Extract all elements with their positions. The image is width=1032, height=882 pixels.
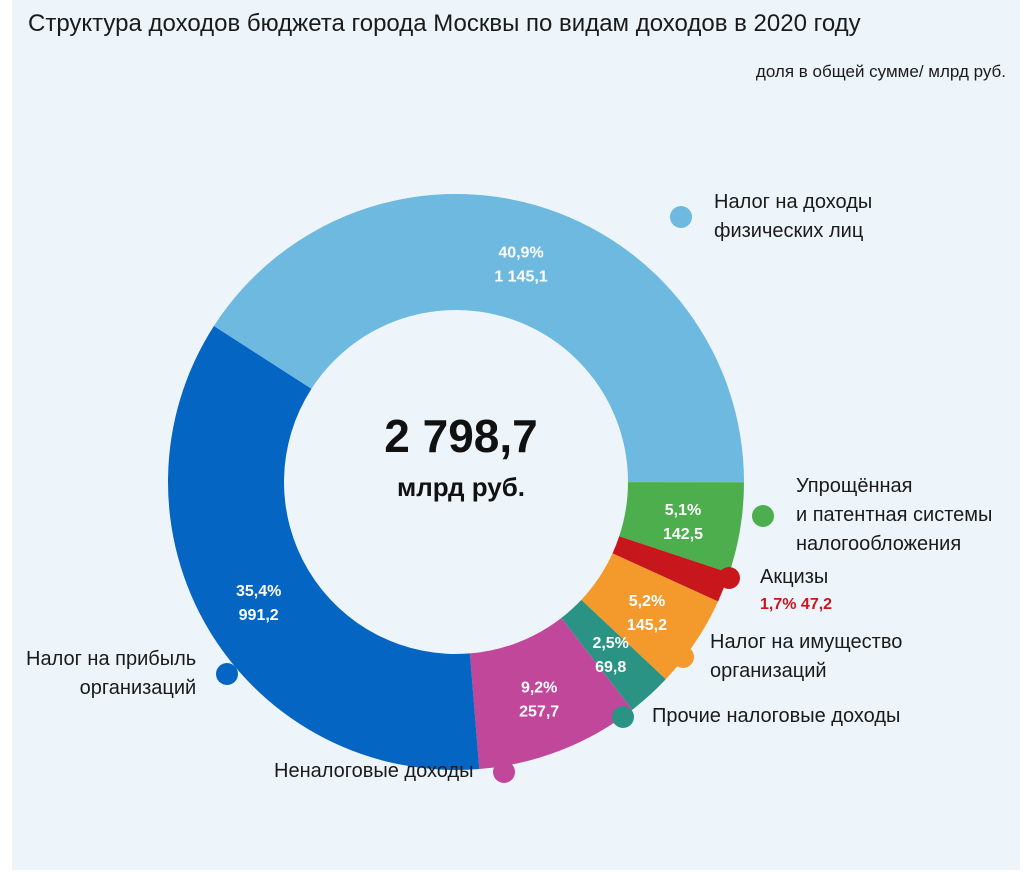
legend-label: Упрощённая xyxy=(796,475,913,497)
slice-share-label: 2,5% xyxy=(592,635,628,652)
legend-item-akcizy: Акцизы xyxy=(718,563,828,592)
donut-slice xyxy=(469,617,633,770)
slice-share-label: 5,2% xyxy=(629,593,665,610)
legend-dot-icon xyxy=(752,504,774,527)
legend-label: Налог на доходы xyxy=(714,191,873,213)
legend-label: Налог на прибыль xyxy=(26,648,197,670)
legend-dot-icon xyxy=(493,760,516,783)
legend-label: организаций xyxy=(710,660,827,682)
legend-dot-icon xyxy=(670,206,692,228)
slice-share-label: 9,2% xyxy=(521,679,557,696)
legend-item-usn: Упрощённая и патентная системы налогообл… xyxy=(752,472,992,559)
legend-label: Прочие налоговые доходы xyxy=(652,705,901,727)
donut-slice xyxy=(619,482,744,573)
donut-slice xyxy=(561,599,666,710)
legend-item-ndfl: Налог на доходы физических лиц xyxy=(670,188,872,246)
center-total: 2 798,7 xyxy=(384,410,537,462)
slice-share-label: 5,1% xyxy=(665,502,701,519)
donut-slice xyxy=(213,193,745,483)
legend-dot-icon xyxy=(718,566,740,589)
legend-dot-icon xyxy=(216,663,239,685)
slice-value-label: 991,2 xyxy=(239,607,279,624)
center-unit: млрд руб. xyxy=(397,472,525,502)
slice-value-label: 145,2 xyxy=(627,617,667,634)
legend-label: Неналоговые доходы xyxy=(274,760,474,782)
slice-value-label: 1 145,1 xyxy=(494,268,547,285)
legend-item-pribyl: Налог на прибыль организаций xyxy=(26,645,239,703)
slice-share-label: 40,9% xyxy=(498,244,543,261)
akcizy-values: 1,7% 47,2 xyxy=(760,596,833,613)
legend-label: Акцизы xyxy=(760,566,829,588)
legend-label: Налог на имущество xyxy=(710,631,903,653)
slice-share-label: 35,4% xyxy=(236,583,281,600)
chart-title: Структура доходов бюджета города Москвы … xyxy=(28,10,861,37)
legend-dot-icon xyxy=(612,705,634,728)
legend-label: и патентная системы xyxy=(796,504,993,526)
legend-label: физических лиц xyxy=(714,220,864,242)
donut-slice xyxy=(167,325,480,771)
units-subtitle: доля в общей сумме/ млрд руб. xyxy=(755,62,1006,81)
legend-item-nenalog: Неналоговые доходы xyxy=(274,757,516,786)
legend-dot-icon xyxy=(672,646,694,668)
legend-item-prochie: Прочие налоговые доходы xyxy=(612,702,900,731)
slice-value-label: 69,8 xyxy=(595,659,626,676)
slice-value-label: 257,7 xyxy=(519,703,559,720)
slice-value-label: 142,5 xyxy=(663,526,703,543)
legend-label: организаций xyxy=(79,677,197,699)
legend-label: налогообложения xyxy=(796,533,962,555)
donut-slice xyxy=(612,536,730,602)
legend-item-imush: Налог на имущество организаций xyxy=(672,628,902,686)
